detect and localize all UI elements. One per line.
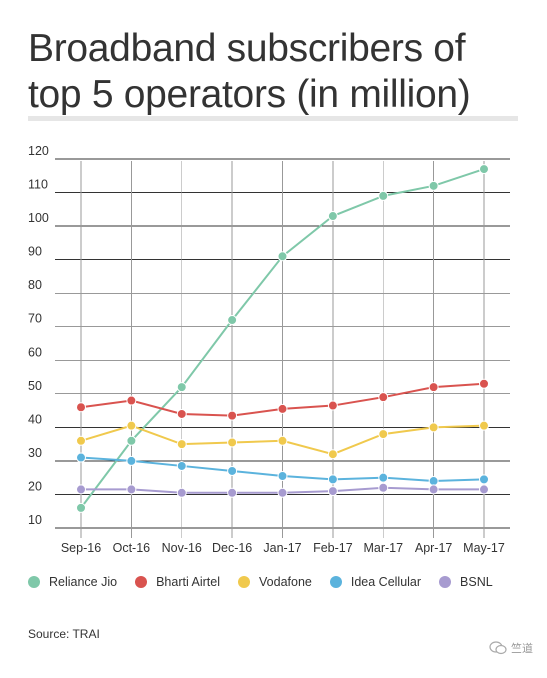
y-tick-label: 70 <box>28 312 42 326</box>
data-point <box>479 484 489 495</box>
data-point <box>327 474 338 485</box>
data-point <box>277 487 288 498</box>
y-tick-label: 100 <box>28 211 49 225</box>
data-point <box>76 452 86 463</box>
data-point <box>227 315 238 326</box>
data-point <box>126 455 137 466</box>
data-point <box>126 435 137 446</box>
data-point <box>176 460 187 471</box>
x-tick-label: Sep-16 <box>61 541 101 555</box>
data-point <box>277 403 288 414</box>
legend-swatch <box>439 576 452 588</box>
data-point <box>378 482 389 493</box>
data-point <box>327 211 338 222</box>
legend-label: Reliance Jio <box>49 575 118 589</box>
data-point <box>76 502 86 513</box>
legend-item: Bharti Airtel <box>135 575 220 589</box>
data-point <box>176 439 187 450</box>
legend-swatch <box>329 576 342 588</box>
legend-item: Reliance Jio <box>28 575 117 589</box>
data-point <box>76 435 86 446</box>
data-point <box>327 400 338 411</box>
legend-item: Vodafone <box>238 575 312 589</box>
data-point <box>327 449 338 460</box>
y-tick-label: 80 <box>28 278 42 292</box>
x-tick-label: Dec-16 <box>212 541 252 555</box>
chart-title: Broadband subscribers of top 5 operators… <box>28 27 471 116</box>
data-point <box>428 476 439 487</box>
data-point <box>277 435 288 446</box>
data-point <box>378 472 389 483</box>
y-tick-label: 10 <box>28 513 42 527</box>
legend-label: BSNL <box>460 575 493 589</box>
legend-swatch <box>28 576 40 588</box>
data-point <box>428 422 439 433</box>
data-point <box>126 484 137 495</box>
legend-swatch <box>238 576 251 588</box>
data-point <box>378 429 389 440</box>
y-tick-label: 50 <box>28 379 42 393</box>
data-point <box>378 190 389 201</box>
title-divider <box>28 116 518 121</box>
y-tick-label: 30 <box>28 446 42 460</box>
data-point <box>227 410 238 421</box>
y-tick-label: 40 <box>28 412 42 426</box>
data-point <box>277 251 288 262</box>
y-tick-label: 110 <box>28 178 48 192</box>
data-point <box>479 378 489 389</box>
x-tick-label: Jan-17 <box>263 541 301 555</box>
data-point <box>479 420 489 431</box>
y-tick-label: 90 <box>28 245 42 259</box>
wechat-icon <box>489 641 507 655</box>
data-point <box>428 382 439 393</box>
data-point <box>176 382 187 393</box>
x-tick-label: Mar-17 <box>363 541 403 555</box>
data-point <box>176 487 187 498</box>
data-point <box>227 487 238 498</box>
x-tick-label: Apr-17 <box>415 541 453 555</box>
data-point <box>327 486 338 497</box>
y-tick-label: 60 <box>28 345 42 359</box>
legend-item: BSNL <box>439 575 493 589</box>
x-tick-label: Nov-16 <box>162 541 202 555</box>
data-point <box>227 437 238 448</box>
data-point <box>126 420 137 431</box>
watermark: 竺道 <box>489 640 533 656</box>
y-tick-label: 120 <box>28 144 49 158</box>
chart-legend: Reliance Jio Bharti Airtel Vodafone Idea Ce… <box>28 575 538 589</box>
data-point <box>479 474 489 485</box>
watermark-text: 竺道 <box>511 643 533 655</box>
data-point <box>227 465 238 476</box>
x-tick-label: Oct-16 <box>113 541 151 555</box>
data-point <box>378 392 389 403</box>
data-point <box>126 395 137 406</box>
data-point <box>479 164 489 175</box>
legend-item: Idea Cellular <box>329 575 422 589</box>
data-point <box>176 408 187 419</box>
legend-label: Vodafone <box>259 575 312 589</box>
source-note: Source: TRAI <box>28 627 100 641</box>
data-point <box>76 484 86 495</box>
x-tick-label: Feb-17 <box>313 541 353 555</box>
data-point <box>428 180 439 191</box>
legend-label: Idea Cellular <box>350 575 422 589</box>
legend-swatch <box>135 576 148 588</box>
y-tick-label: 20 <box>28 479 42 493</box>
data-point <box>76 402 86 413</box>
x-tick-label: May-17 <box>463 541 505 555</box>
line-chart: 10 20 30 40 50 60 70 80 90 100 110 120 Sep-16 Oct-16 N… <box>28 144 510 555</box>
data-point <box>277 471 288 482</box>
legend-label: Bharti Airtel <box>156 575 221 589</box>
data-point <box>428 484 439 495</box>
